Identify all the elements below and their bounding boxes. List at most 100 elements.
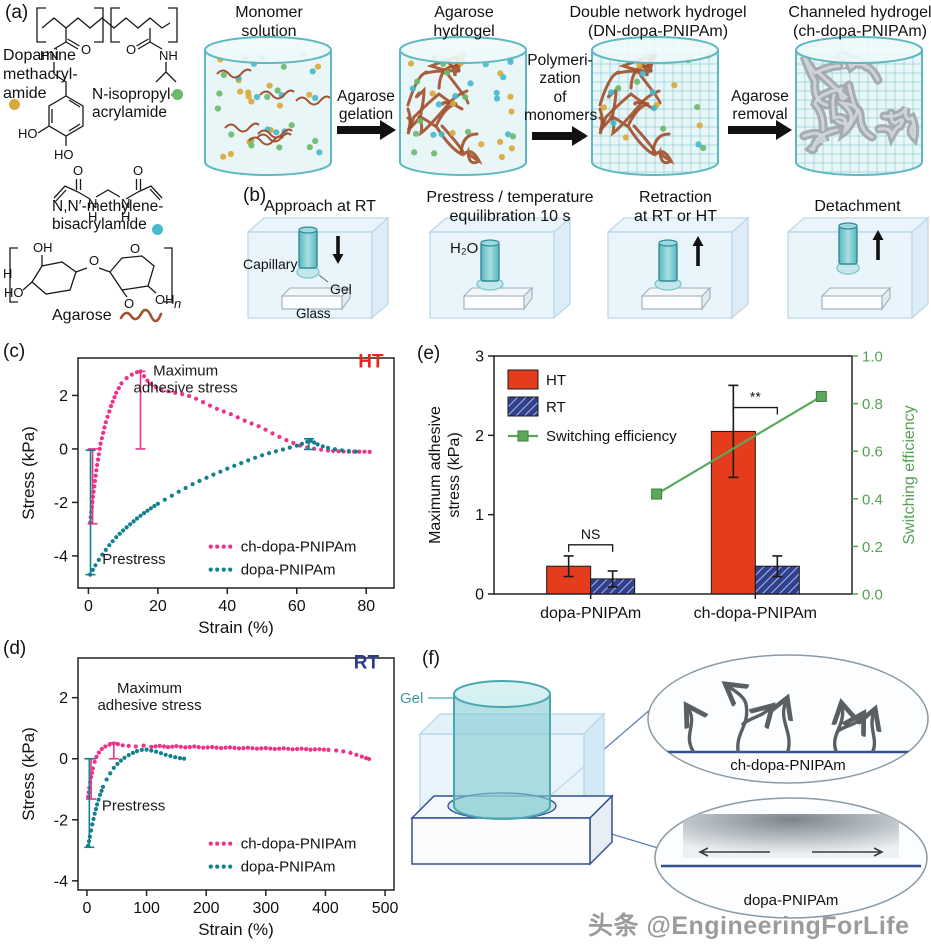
scene-approach [246,216,390,320]
svg-text:1: 1 [475,507,484,524]
error-bars [84,742,119,849]
svg-text:Maximum: Maximum [117,680,182,697]
svg-text:dopa-PNIPAm: dopa-PNIPAm [241,859,336,876]
adhesion-test-scheme [246,216,930,320]
atom-h: H [3,266,12,281]
x-axis: dopa-PNIPAm ch-dopa-PNIPAm [540,594,817,622]
atom-ho: HO [18,126,38,141]
inset-label-dopa: dopa-PNIPAm [743,892,839,909]
svg-text:Strain (%): Strain (%) [198,618,274,637]
y-axis: -4 -2 0 2 Stress (kPa) [19,388,78,565]
monomer-dot-nipam [172,89,183,100]
monomer-label-agarose: Agarose [52,307,112,324]
atom-subscript-n: n [174,296,181,311]
step-title-detachment: Detachment [814,198,901,215]
structure-bonds [9,7,178,303]
error-bars [85,370,314,576]
monomer-dot-dopamine [9,99,20,110]
svg-text:200: 200 [193,900,220,917]
svg-text:300: 300 [252,900,279,917]
inset-ch-dopa-PNIPAm [647,654,929,784]
step-title-approach: Approach at RT [264,198,376,215]
arrow-label-agarose-gelation: Agarose gelation [337,88,395,124]
bar-HT-ch-dopa-PNIPAm [710,384,756,595]
panel-f-label: (f) [422,648,440,669]
x-axis: 0 20 40 60 80 Strain (%) [84,588,375,637]
panel-d-label: (d) [3,638,27,659]
svg-text:100: 100 [133,900,160,917]
svg-text:RT: RT [354,653,380,674]
svg-text:-2: -2 [54,812,68,829]
svg-text:2: 2 [59,388,68,405]
bar-RT-dopa-PNIPAm [590,570,636,595]
stage-label-channeled-hydrogel: Channeled hydrogel (ch-dopa-PNIPAm) [788,4,931,40]
capillary-tube [480,242,500,282]
cylinder-contents [796,37,922,175]
scene-contact [428,216,572,320]
svg-text:Maximum adhesive: Maximum adhesive [427,406,444,544]
scene-retract [606,216,750,320]
atom-nh: NH [159,48,178,63]
gel-cylinder [453,680,551,820]
svg-text:60: 60 [288,598,306,615]
hydrogel-cylinder-channel [795,36,923,176]
glass-label: Glass [296,306,331,321]
svg-text:0.6: 0.6 [862,444,883,461]
svg-text:0: 0 [82,900,91,917]
atom-o: O [133,163,143,178]
monomer-label-dopamine: Dopamine methacryl- amide [3,47,78,102]
step-title-retraction: Retraction at RT or HT [634,189,717,225]
significance-brackets: NS ** [568,389,778,552]
capillary-tube [658,242,678,282]
svg-text:Maximum: Maximum [153,362,218,379]
svg-text:Prestress: Prestress [102,551,165,568]
capillary-tube [298,229,318,269]
bar-HT-dopa-PNIPAm [546,555,592,595]
structure-atoms: O HN HO HO O NH O O N H N H H OH HO O O … [3,42,181,311]
svg-text:dopa-PNIPAm: dopa-PNIPAm [540,605,641,622]
atom-n: N [121,196,130,211]
chemical-structures: O HN HO HO O NH O O N H N H H OH HO O O … [3,7,181,311]
hydrogel-process-scheme [204,36,923,176]
atom-h: H [121,209,130,224]
svg-text:HT: HT [358,351,384,372]
atom-o: O [126,42,136,57]
svg-text:20: 20 [149,598,167,615]
y-axis: -4 -2 0 2 Stress (kPa) [19,690,78,890]
panel-e-label: (e) [417,343,441,364]
svg-text:Prestress: Prestress [102,798,165,815]
hydrogel-cylinder-solution [204,36,332,176]
monomer-label-nipam: N-isopropyl- acrylamide [92,86,176,122]
legend: ch-dopa-PNIPAm dopa-PNIPAm [208,539,357,579]
svg-text:ch-dopa-PNIPAm: ch-dopa-PNIPAm [241,836,357,853]
svg-text:ch-dopa-PNIPAm: ch-dopa-PNIPAm [694,605,817,622]
series-ch-dopa-PNIPAm [86,741,372,799]
svg-text:-4: -4 [54,548,68,565]
capillary-label: Capillary [243,256,298,272]
bar-RT-ch-dopa-PNIPAm [754,555,800,595]
svg-text:NS: NS [581,526,600,542]
capillary-tube [838,225,858,265]
atom-o: O [89,253,99,268]
atom-ho: HO [4,285,24,300]
svg-text:dopa-PNIPAm: dopa-PNIPAm [241,562,336,579]
arrow-label-polymerization: Polymeri- zation of monomers [524,52,598,124]
panel-c-label: (c) [3,341,26,362]
arrow-label-agarose-removal: Agarose removal [731,88,789,124]
svg-text:0.2: 0.2 [862,539,883,556]
chart-stress-strain-RT: 0 100 200 300 400 500 Strain (%) -4 -2 0 2 Stress (… [18,648,410,942]
svg-text:0.8: 0.8 [862,396,883,413]
atom-o: O [124,296,134,311]
svg-text:1.0: 1.0 [862,349,883,366]
svg-text:80: 80 [357,598,375,615]
x-axis: 0 100 200 300 400 500 Strain (%) [82,890,399,939]
svg-text:Stress (kPa): Stress (kPa) [19,727,38,821]
svg-text:3: 3 [475,349,484,366]
svg-text:Stress (kPa): Stress (kPa) [19,426,38,520]
svg-text:ch-dopa-PNIPAm: ch-dopa-PNIPAm [241,539,357,556]
svg-text:0: 0 [84,598,93,615]
svg-text:400: 400 [312,900,339,917]
step-title-prestress: Prestress / temperature equilibration 10… [426,189,594,225]
